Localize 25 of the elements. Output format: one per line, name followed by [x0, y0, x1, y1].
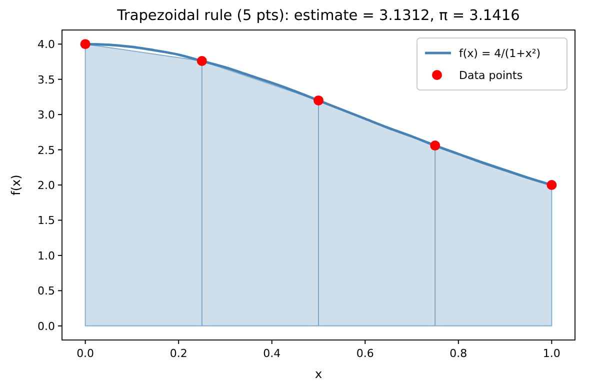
x-tick-label: 0.6: [356, 347, 374, 360]
y-tick-label: 1.5: [38, 214, 55, 228]
x-tick-label: 1.0: [542, 347, 560, 360]
y-tick-label: 0.0: [38, 320, 55, 333]
x-tick-label: 0.0: [76, 347, 94, 360]
y-tick-label: 3.0: [38, 108, 55, 122]
point: [80, 39, 90, 50]
x-tick-label: 0.8: [450, 347, 468, 360]
point: [196, 56, 207, 66]
legend-label: f(x) = 4/(1+x²): [459, 47, 541, 60]
y-tick-label: 2.5: [38, 144, 55, 157]
point: [430, 140, 440, 151]
chart-title: Trapezoidal rule (5 pts): estimate = 3.1312, π = 3.1416: [116, 8, 520, 24]
y-tick-label: 3.5: [38, 73, 55, 86]
y-axis-title: f(x): [9, 174, 23, 196]
y-tick-label: 4.0: [38, 38, 55, 52]
x-tick-label: 0.2: [170, 347, 188, 360]
point: [546, 180, 557, 190]
legend-label: Data points: [459, 69, 523, 82]
y-tick-label: 2.0: [38, 179, 55, 192]
y-tick-label: 0.5: [38, 284, 55, 298]
x-axis-title: x: [314, 367, 322, 381]
x-tick-label: 0.4: [263, 347, 281, 360]
point: [314, 95, 324, 106]
y-tick-label: 1.0: [38, 249, 55, 262]
